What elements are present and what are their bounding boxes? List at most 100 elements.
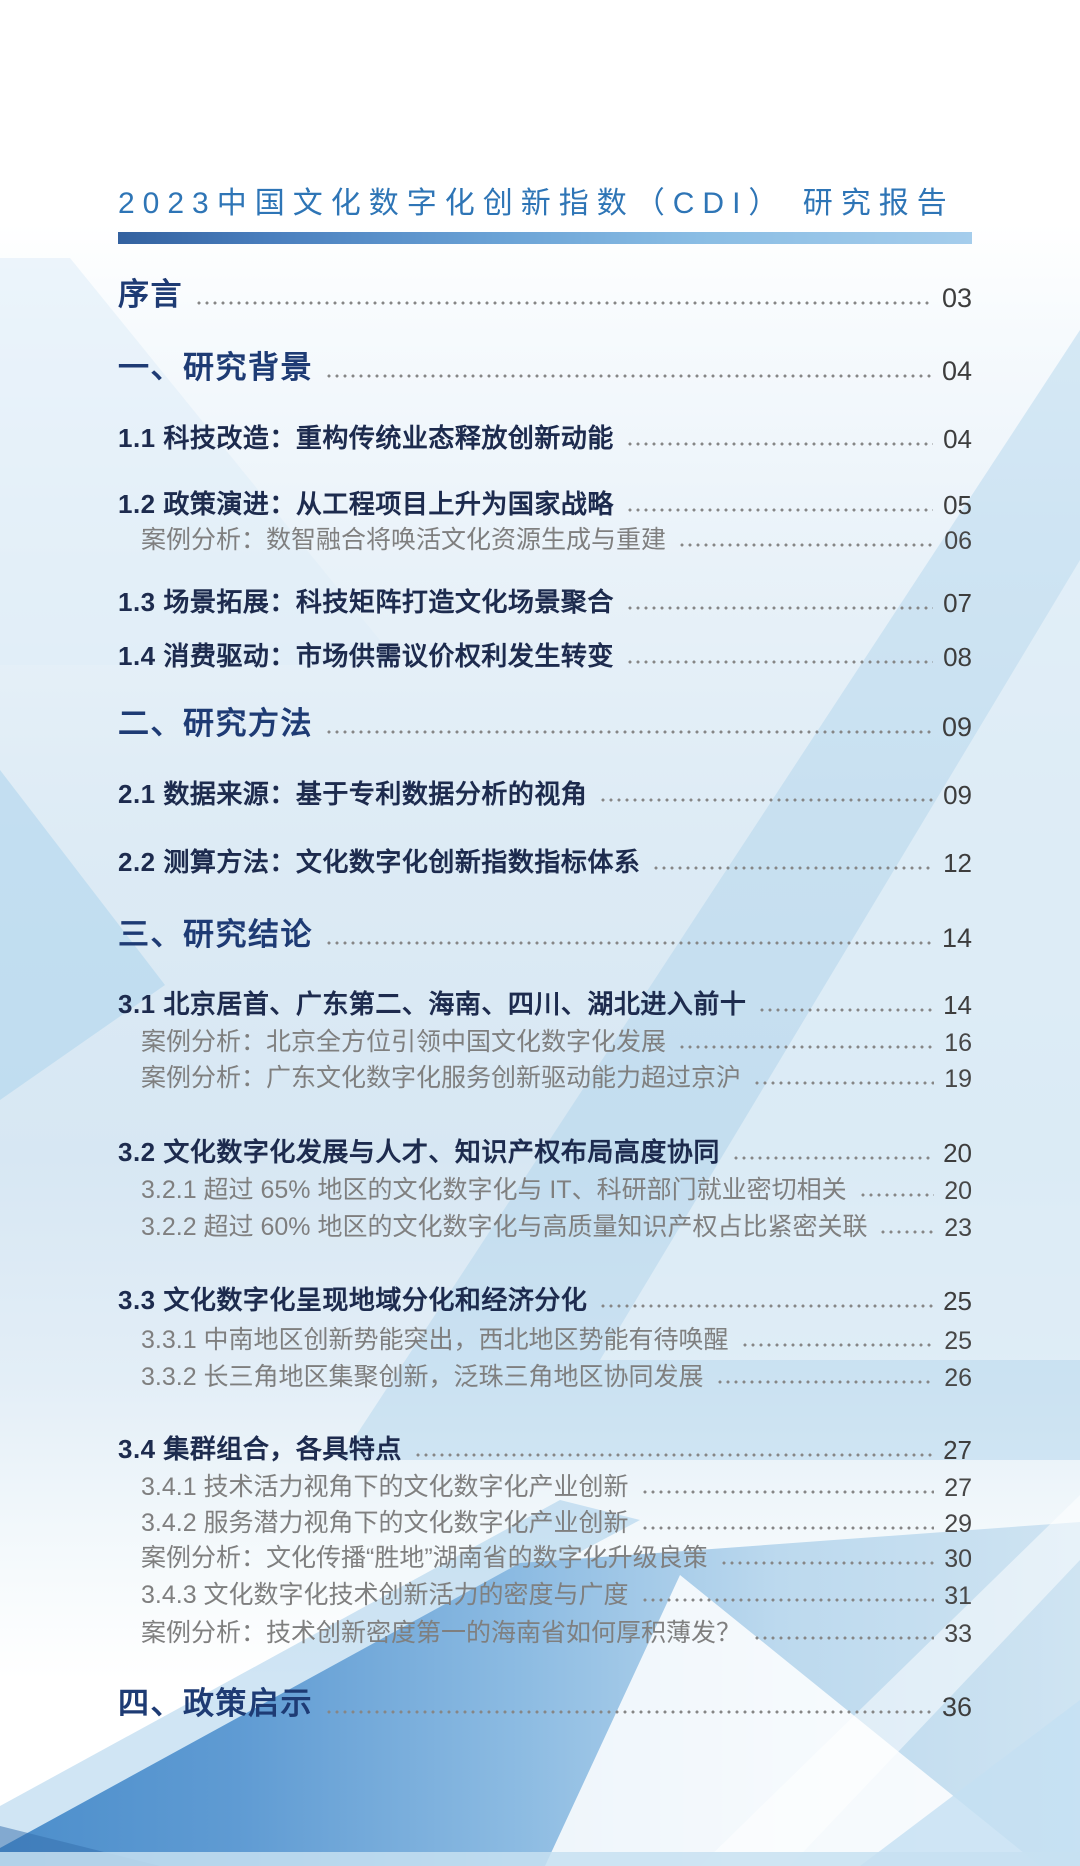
page-number: 20 <box>943 1137 972 1168</box>
dot-leader <box>640 1598 935 1602</box>
toc-row-3-2-1: 3.2.1 超过 65% 地区的文化数字化与 IT、科研部门就业密切相关 20 <box>141 1168 972 1204</box>
dot-leader <box>195 301 932 305</box>
toc-row-3-1: 3.1 北京居首、广东第二、海南、四川、湖北进入前十 14 <box>118 983 972 1019</box>
toc-row-case-hunan: 案例分析：文化传播“胜地”湖南省的数字化升级良策 30 <box>141 1536 972 1572</box>
toc-row-case-shuzhi: 案例分析：数智融合将唤活文化资源生成与重建 06 <box>141 518 972 554</box>
dot-leader <box>640 1490 935 1494</box>
dot-leader <box>758 1008 934 1012</box>
toc-row-3-2-2: 3.2.2 超过 60% 地区的文化数字化与高质量知识产权占比紧密关联 23 <box>141 1205 972 1241</box>
dot-leader <box>325 941 932 945</box>
toc-row-case-guangdong: 案例分析：广东文化数字化服务创新驱动能力超过京沪 19 <box>141 1056 972 1092</box>
toc-entry-label: 四、政策启示 <box>118 1685 313 1721</box>
page-number: 14 <box>941 922 972 953</box>
toc-row-1-4: 1.4 消费驱动：市场供需议价权利发生转变 08 <box>118 635 972 671</box>
dot-leader <box>599 798 934 802</box>
dot-leader <box>753 1081 935 1085</box>
toc-entry-label: 案例分析：广东文化数字化服务创新驱动能力超过京沪 <box>141 1063 742 1092</box>
toc-row-3-4-1: 3.4.1 技术活力视角下的文化数字化产业创新 27 <box>141 1465 972 1501</box>
toc-entry-label: 案例分析：文化传播“胜地”湖南省的数字化升级良策 <box>141 1543 708 1572</box>
toc-row-1-1: 1.1 科技改造：重构传统业态释放创新动能 04 <box>118 417 972 453</box>
report-title: 2023中国文化数字化创新指数（CDI） 研究报告 <box>118 187 955 220</box>
toc-row-3-3-2: 3.3.2 长三角地区集聚创新，泛珠三角地区协同发展 26 <box>141 1355 972 1391</box>
dot-leader <box>678 543 935 547</box>
toc-row-1-3: 1.3 场景拓展：科技矩阵打造文化场景聚合 07 <box>118 581 972 617</box>
page-number: 14 <box>943 989 972 1020</box>
toc-entry-label: 1.2 政策演进：从工程项目上升为国家战略 <box>118 489 614 520</box>
toc-entry-label: 3.4 集群组合，各具特点 <box>118 1434 402 1465</box>
page-number: 09 <box>943 779 972 810</box>
toc-entry-label: 3.4.2 服务潜力视角下的文化数字化产业创新 <box>141 1508 629 1537</box>
toc-entry-label: 案例分析：北京全方位引领中国文化数字化发展 <box>141 1027 667 1056</box>
dot-leader <box>715 1380 935 1384</box>
page-number: 30 <box>944 1544 972 1573</box>
dot-leader <box>652 866 934 870</box>
toc-row-case-hainan: 案例分析：技术创新密度第一的海南省如何厚积薄发？ 33 <box>141 1611 972 1647</box>
toc-row-3-4-2: 3.4.2 服务潜力视角下的文化数字化产业创新 29 <box>141 1501 972 1537</box>
toc-entry-label: 3.2.2 超过 60% 地区的文化数字化与高质量知识产权占比紧密关联 <box>141 1212 868 1241</box>
toc-row-3-4: 3.4 集群组合，各具特点 27 <box>118 1428 972 1464</box>
toc-entry-label: 2.1 数据来源：基于专利数据分析的视角 <box>118 779 588 810</box>
toc-entry-label: 1.1 科技改造：重构传统业态释放创新动能 <box>118 423 614 454</box>
toc-row-2-1: 2.1 数据来源：基于专利数据分析的视角 09 <box>118 773 972 809</box>
toc-row-case-beijing: 案例分析：北京全方位引领中国文化数字化发展 16 <box>141 1020 972 1056</box>
toc-entry-label: 3.3.2 长三角地区集聚创新，泛珠三角地区协同发展 <box>141 1362 704 1391</box>
toc-row-section-4: 四、政策启示 36 <box>118 1685 972 1721</box>
page-number: 23 <box>944 1213 972 1242</box>
toc-entry-label: 序言 <box>118 276 183 312</box>
dot-leader <box>413 1453 934 1457</box>
accent-gradient-bar <box>118 232 972 244</box>
toc-entry-label: 案例分析：技术创新密度第一的海南省如何厚积薄发？ <box>141 1618 742 1647</box>
dot-leader <box>325 374 932 378</box>
toc-row-3-2: 3.2 文化数字化发展与人才、知识产权布局高度协同 20 <box>118 1131 972 1167</box>
dot-leader <box>678 1045 935 1049</box>
dot-leader <box>879 1230 935 1234</box>
dot-leader <box>753 1636 935 1640</box>
toc-row-3-4-3: 3.4.3 文化数字化技术创新活力的密度与广度 31 <box>141 1573 972 1609</box>
dot-leader <box>625 442 934 446</box>
toc-entry-label: 3.2.1 超过 65% 地区的文化数字化与 IT、科研部门就业密切相关 <box>141 1175 847 1204</box>
toc-entry-label: 3.1 北京居首、广东第二、海南、四川、湖北进入前十 <box>118 989 747 1020</box>
page-number: 25 <box>944 1326 972 1355</box>
toc-row-section-2: 二、研究方法 09 <box>118 705 972 741</box>
page-number: 06 <box>944 526 972 555</box>
toc-row-2-2: 2.2 测算方法：文化数字化创新指数指标体系 12 <box>118 841 972 877</box>
page-number: 03 <box>941 282 972 313</box>
page-number: 25 <box>943 1285 972 1316</box>
toc-entry-label: 3.4.3 文化数字化技术创新活力的密度与广度 <box>141 1580 629 1609</box>
dot-leader <box>625 508 934 512</box>
dot-leader <box>325 730 932 734</box>
dot-leader <box>719 1561 935 1565</box>
page-number: 09 <box>941 711 972 742</box>
toc-row-3-3-1: 3.3.1 中南地区创新势能突出，西北地区势能有待唤醒 25 <box>141 1318 972 1354</box>
page-number: 04 <box>941 355 972 386</box>
toc-entry-label: 1.4 消费驱动：市场供需议价权利发生转变 <box>118 641 614 672</box>
toc-entry-label: 案例分析：数智融合将唤活文化资源生成与重建 <box>141 525 667 554</box>
page-number: 19 <box>944 1064 972 1093</box>
toc-entry-label: 1.3 场景拓展：科技矩阵打造文化场景聚合 <box>118 587 614 618</box>
toc-entry-label: 3.3.1 中南地区创新势能突出，西北地区势能有待唤醒 <box>141 1325 729 1354</box>
page-number: 29 <box>944 1509 972 1538</box>
toc-entry-label: 三、研究结论 <box>118 916 313 952</box>
page-number: 27 <box>943 1434 972 1465</box>
toc-entry-label: 一、研究背景 <box>118 349 313 385</box>
dot-leader <box>599 1304 934 1308</box>
dot-leader <box>325 1710 932 1714</box>
page-number: 12 <box>943 847 972 878</box>
dot-leader <box>731 1156 934 1160</box>
page-number: 16 <box>944 1028 972 1057</box>
page-number: 08 <box>943 641 972 672</box>
dot-leader <box>858 1193 935 1197</box>
page-number: 33 <box>944 1619 972 1648</box>
toc-row-1-2: 1.2 政策演进：从工程项目上升为国家战略 05 <box>118 483 972 519</box>
toc-row-3-3: 3.3 文化数字化呈现地域分化和经济分化 25 <box>118 1279 972 1315</box>
toc-entry-label: 3.3 文化数字化呈现地域分化和经济分化 <box>118 1285 588 1316</box>
page-number: 26 <box>944 1363 972 1392</box>
page-number: 05 <box>943 489 972 520</box>
dot-leader <box>640 1526 935 1530</box>
toc-entry-label: 3.4.1 技术活力视角下的文化数字化产业创新 <box>141 1472 629 1501</box>
dot-leader <box>625 606 934 610</box>
toc-entry-label: 3.2 文化数字化发展与人才、知识产权布局高度协同 <box>118 1137 720 1168</box>
toc-row-section-1: 一、研究背景 04 <box>118 349 972 385</box>
